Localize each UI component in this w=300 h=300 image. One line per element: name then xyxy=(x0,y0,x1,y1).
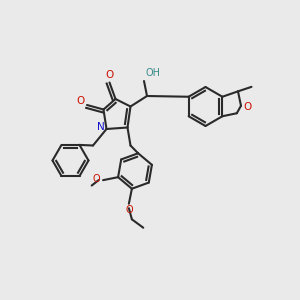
Text: O: O xyxy=(76,95,85,106)
Text: O: O xyxy=(93,174,100,184)
Text: N: N xyxy=(97,122,105,133)
Text: O: O xyxy=(244,102,252,112)
Text: O: O xyxy=(126,205,134,215)
Text: O: O xyxy=(105,70,114,80)
Text: OH: OH xyxy=(146,68,160,79)
